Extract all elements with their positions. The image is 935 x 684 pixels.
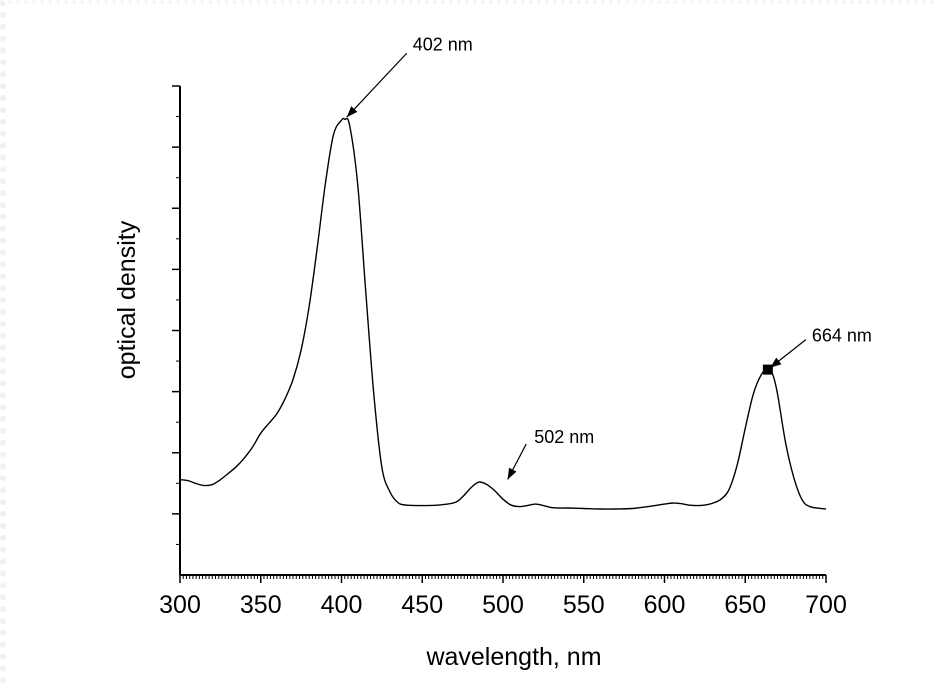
x-minor-ticks	[182, 575, 824, 579]
annotation-label: 402 nm	[413, 34, 473, 54]
x-axis-label: wavelength, nm	[425, 643, 601, 671]
x-tick-label: 300	[159, 591, 201, 619]
x-tick-label: 650	[724, 591, 766, 619]
annotation-arrow-head	[507, 467, 517, 480]
peak-annotation: 502 nm	[507, 427, 594, 480]
peak-marker-square	[762, 364, 773, 375]
x-tick-label: 350	[240, 591, 282, 619]
annotation-label: 664 nm	[812, 326, 872, 346]
plot-series	[179, 117, 827, 510]
x-major-ticks	[179, 575, 827, 583]
annotation-label: 502 nm	[534, 427, 594, 447]
peak-annotation: 402 nm	[346, 34, 473, 118]
annotation-arrow-head	[770, 357, 782, 368]
annotation-arrow-line	[346, 52, 408, 118]
x-tick-label: 600	[644, 591, 686, 619]
spectrum-line	[179, 117, 827, 510]
x-tick-labels: 300 350 400 450 500 550 600 650 700	[159, 591, 847, 619]
peak-annotation: 664 nm	[762, 326, 872, 375]
x-tick-label: 700	[805, 591, 847, 619]
x-tick-label: 400	[321, 591, 363, 619]
annotations: 402 nm 502 nm 664 nm	[346, 34, 872, 480]
annotation-arrow-head	[346, 106, 358, 118]
x-tick-label: 500	[482, 591, 524, 619]
x-tick-label: 450	[401, 591, 443, 619]
x-tick-label: 550	[563, 591, 605, 619]
y-ticks	[172, 85, 180, 545]
y-axis-label: optical density	[113, 220, 141, 379]
axes	[179, 86, 826, 576]
